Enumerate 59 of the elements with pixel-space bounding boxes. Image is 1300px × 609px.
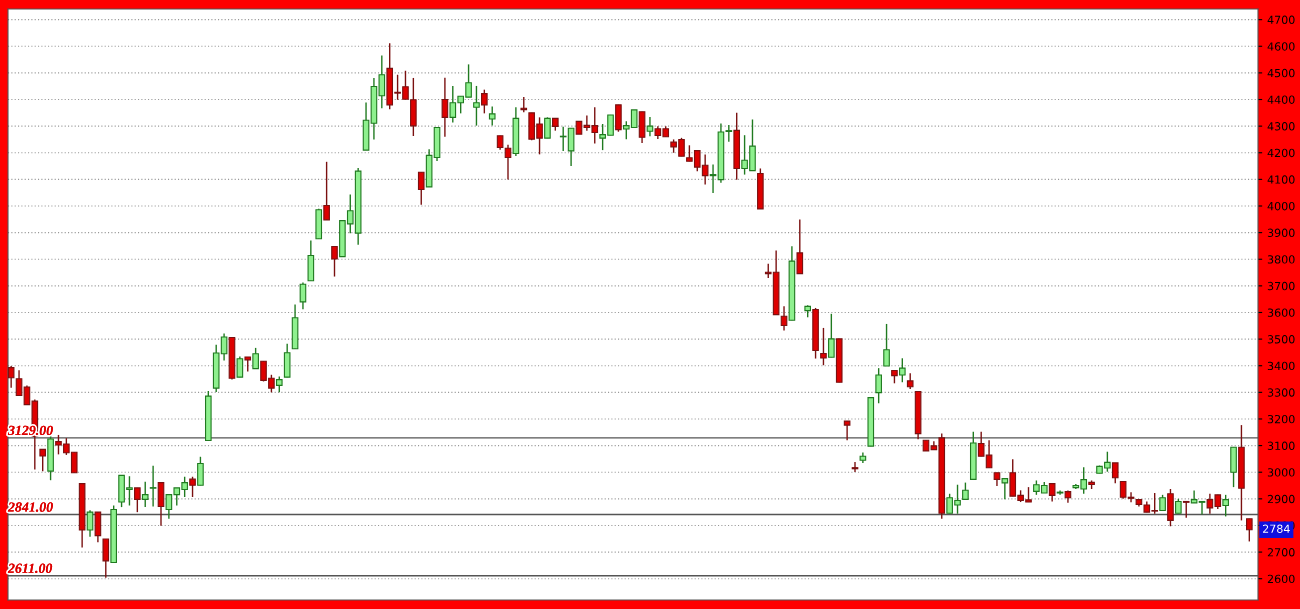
- candlestick: [39, 448, 47, 472]
- candlestick: [843, 420, 851, 441]
- y-tick-label: 3600: [1267, 308, 1295, 317]
- candlestick: [899, 357, 906, 383]
- candlestick: [15, 369, 23, 397]
- y-tick-label: 2600: [1267, 574, 1295, 584]
- y-tick-label: 4400: [1267, 95, 1295, 104]
- candlestick: [189, 476, 196, 498]
- candlestick: [252, 347, 259, 370]
- candlestick: [417, 171, 425, 206]
- candlestick: [646, 116, 654, 137]
- y-tick-label: 3100: [1267, 441, 1295, 450]
- y-tick-label: 4100: [1267, 175, 1295, 184]
- candlestick: [820, 327, 827, 366]
- candlestick: [544, 116, 551, 139]
- candlestick: [141, 481, 149, 508]
- candlestick: [1222, 494, 1229, 518]
- candlestick: [709, 163, 717, 194]
- candlestick: [851, 461, 859, 473]
- y-tick-label: 4600: [1267, 42, 1295, 51]
- y-tick-label: 3500: [1267, 335, 1295, 344]
- candlestick: [883, 323, 890, 367]
- candlestick: [236, 355, 244, 378]
- candlestick: [441, 76, 449, 138]
- y-tick-label: 4300: [1267, 122, 1295, 131]
- candlestick: [8, 365, 15, 389]
- candlestick: [86, 509, 94, 538]
- y-tick-label: 3400: [1267, 361, 1295, 371]
- candlestick: [796, 218, 804, 275]
- candlestick: [1001, 477, 1009, 501]
- candlestick: [94, 511, 102, 543]
- y-tick-label: 3300: [1267, 388, 1295, 397]
- candlestick: [157, 481, 165, 527]
- ref-line-label: 2611.00: [7, 563, 53, 574]
- y-tick-label: 4000: [1267, 201, 1295, 211]
- y-tick-label: 4700: [1267, 15, 1295, 25]
- y-tick-label: 2700: [1267, 548, 1295, 557]
- ref-line-label: 2841.00: [7, 502, 53, 512]
- candlestick: [102, 538, 110, 579]
- candlestick: [197, 456, 204, 486]
- y-tick-label: 4200: [1267, 148, 1295, 158]
- y-tick-label: 3700: [1267, 281, 1295, 291]
- candlestick: [473, 85, 480, 127]
- candlestick: [481, 88, 488, 115]
- candlestick: [828, 313, 835, 358]
- candlestick: [488, 105, 496, 127]
- candlestick: [1111, 462, 1119, 484]
- y-tick-label: 2900: [1267, 494, 1295, 504]
- candlestick: [331, 245, 338, 278]
- candlestick: [149, 465, 157, 508]
- candlestick: [323, 161, 330, 221]
- y-tick-label: 3900: [1267, 228, 1295, 237]
- candlestick: [1246, 518, 1253, 543]
- candlestick: [875, 367, 882, 404]
- y-tick-label: 3000: [1267, 468, 1295, 477]
- y-tick-label: 3200: [1267, 414, 1295, 424]
- candlestick: [134, 487, 141, 513]
- y-tick-label: 3800: [1267, 255, 1295, 264]
- y-tick-label: 4500: [1267, 68, 1295, 78]
